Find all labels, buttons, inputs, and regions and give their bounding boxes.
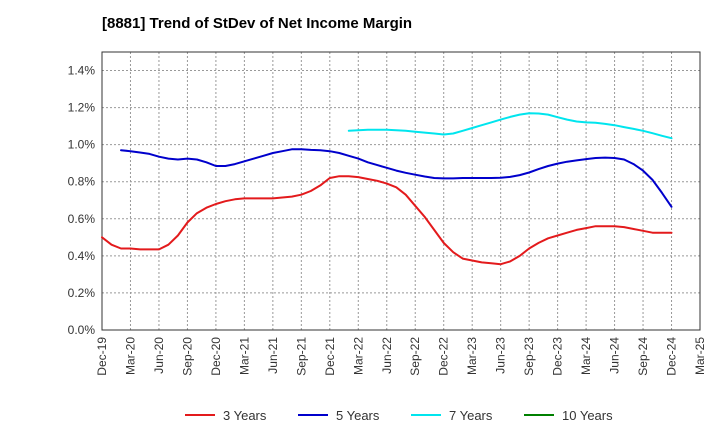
series-line-7-years <box>347 112 673 140</box>
axes: 0.0% 0.2% 0.4% 0.6% 0.8% 1.0% 1.2% 1.4% Dec-19 Ma… <box>68 51 707 376</box>
x-tick-label: Mar-24 <box>579 337 593 375</box>
x-tick-label: Sep-23 <box>522 337 536 376</box>
y-tick-label: 1.0% <box>68 138 96 152</box>
x-tick-label: Sep-20 <box>180 337 194 376</box>
y-tick-label: 0.4% <box>68 249 96 263</box>
x-tick-label: Mar-25 <box>693 337 707 375</box>
x-tick-label: Sep-21 <box>294 337 308 376</box>
series-lines <box>101 112 673 266</box>
x-tick-label: Jun-22 <box>380 337 394 374</box>
x-tick-label: Jun-24 <box>608 337 622 374</box>
series-line-5-years <box>120 148 673 208</box>
y-tick-label: 0.2% <box>68 286 96 300</box>
x-tick-label: Mar-22 <box>351 337 365 375</box>
x-tick-label: Mar-23 <box>465 337 479 375</box>
x-tick-label: Jun-21 <box>266 337 280 374</box>
series-line-3-years <box>101 175 673 266</box>
legend-label: 5 Years <box>336 408 380 423</box>
y-tick-label: 0.8% <box>68 175 96 189</box>
x-tick-label: Dec-23 <box>551 337 565 376</box>
x-tick-label: Dec-20 <box>209 337 223 376</box>
x-tick-label: Dec-22 <box>437 337 451 376</box>
x-tick-label: Jun-23 <box>494 337 508 374</box>
legend-label: 3 Years <box>223 408 267 423</box>
x-tick-label: Dec-24 <box>665 337 679 376</box>
plot-frame <box>101 51 701 331</box>
x-tick-label: Mar-21 <box>237 337 251 375</box>
x-tick-label: Sep-22 <box>408 337 422 376</box>
x-tick-label: Dec-19 <box>95 337 109 376</box>
y-tick-label: 0.6% <box>68 212 96 226</box>
x-tick-label: Jun-20 <box>152 337 166 374</box>
x-tick-label: Mar-20 <box>123 337 137 375</box>
legend-label: 10 Years <box>562 408 613 423</box>
chart-title: [8881] Trend of StDev of Net Income Marg… <box>102 15 413 32</box>
y-tick-label: 1.4% <box>68 64 96 78</box>
x-tick-label: Sep-24 <box>636 337 650 376</box>
y-tick-label: 1.2% <box>68 101 96 115</box>
x-tick-label: Dec-21 <box>323 337 337 376</box>
legend-label: 7 Years <box>449 408 493 423</box>
legend: 3 Years 5 Years 7 Years 10 Years <box>185 408 613 423</box>
y-tick-label: 0.0% <box>68 323 96 337</box>
